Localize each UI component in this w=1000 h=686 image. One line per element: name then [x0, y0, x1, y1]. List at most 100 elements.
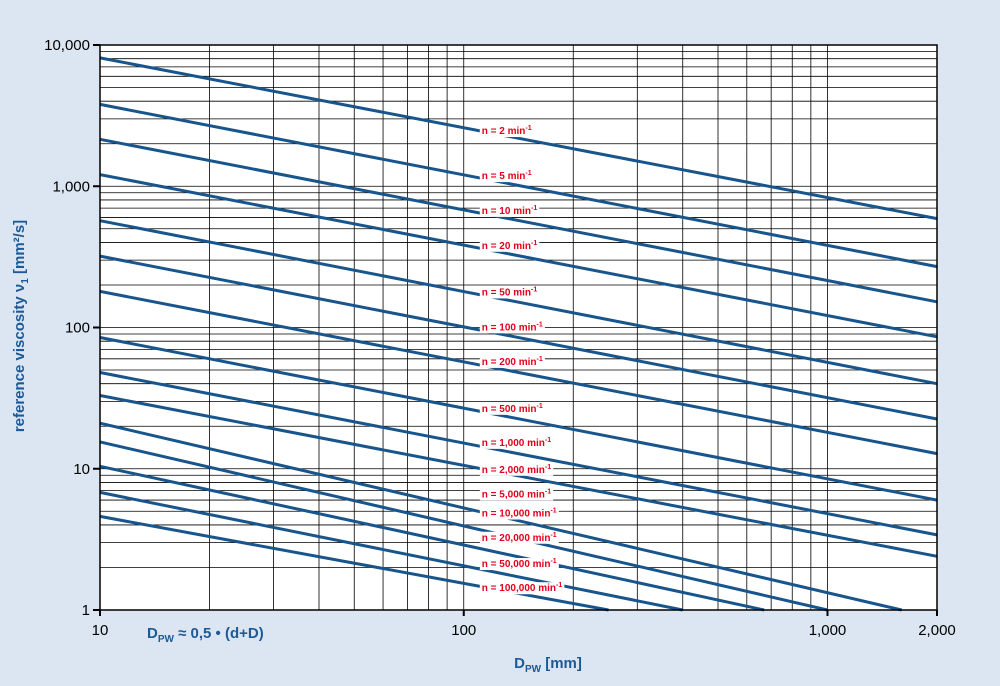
series-label: n = 100,000 min-1 [479, 582, 565, 595]
series-label-bg [479, 463, 554, 476]
series-label-name: n = 2,000 min [482, 465, 545, 476]
series-label-text: n = 10,000 min-1 [482, 508, 557, 520]
series-label-bg [479, 488, 554, 501]
series-label-name: n = 100 min [482, 322, 537, 333]
series-line [99, 440, 828, 612]
y-tick-label: 1 [82, 602, 90, 619]
series-label-text: n = 1,000 min-1 [482, 437, 551, 449]
series-label: n = 20 min-1 [479, 239, 540, 252]
series-label-text: n = 20 min-1 [482, 240, 538, 252]
series-label: n = 200 min-1 [479, 355, 545, 368]
y-tick-label: 100 [65, 320, 90, 337]
series-label-name: n = 5 min [482, 171, 526, 182]
series-label: n = 10 min-1 [479, 204, 540, 217]
series-label-bg [479, 582, 565, 595]
series-label-sup: -1 [545, 437, 551, 444]
series-label-name: n = 50 min [482, 287, 531, 298]
series-label-bg [479, 170, 534, 183]
series-label-bg [479, 507, 559, 520]
x-axis-title: DPW [mm] [514, 655, 582, 675]
x-tick-label: 10 [92, 622, 109, 639]
series-label-sup: -1 [545, 464, 551, 471]
series-line [99, 490, 683, 612]
series-label-bg [479, 436, 554, 449]
y-tick-label: 10,000 [44, 37, 90, 54]
series-label-name: n = 20,000 min [482, 533, 551, 544]
series-line [99, 137, 938, 304]
series-label-bg [479, 239, 540, 252]
series-label-text: n = 50,000 min-1 [482, 558, 557, 570]
series-label: n = 2,000 min-1 [479, 463, 554, 476]
series-label-text: n = 2,000 min-1 [482, 464, 551, 476]
annotation: DPW ≈ 0,5 • (d+D) [147, 625, 264, 645]
series-label-sup: -1 [550, 558, 556, 565]
series-label-text: n = 100 min-1 [482, 321, 543, 333]
y-axis-title: reference viscosity ν1 [mm²/s] [11, 220, 31, 432]
series-label-text: n = 10 min-1 [482, 205, 538, 217]
series-line [99, 254, 938, 421]
series-label-bg [479, 558, 559, 571]
series-label: n = 500 min-1 [479, 402, 545, 415]
series-label-sup: -1 [525, 125, 531, 132]
series-label: n = 1,000 min-1 [479, 436, 554, 449]
series-label-name: n = 1,000 min [482, 438, 545, 449]
x-tick-label: 1,000 [809, 622, 847, 639]
series-label-sup: -1 [550, 508, 556, 515]
series-label-sup: -1 [531, 240, 537, 247]
series-label-bg [479, 286, 540, 299]
series-label-bg [479, 355, 545, 368]
series-label-name: n = 10,000 min [482, 509, 551, 520]
series-label-name: n = 100,000 min [482, 583, 556, 594]
series-label: n = 2 min-1 [479, 125, 534, 138]
series-line [99, 464, 765, 612]
series-label-name: n = 20 min [482, 241, 531, 252]
series-label: n = 5 min-1 [479, 170, 534, 183]
x-tick-label: 100 [451, 622, 476, 639]
series-label-name: n = 200 min [482, 357, 537, 368]
series-label-bg [479, 321, 545, 334]
series-label-text: n = 2 min-1 [482, 125, 532, 137]
series-label-sup: -1 [525, 170, 531, 177]
series-label-bg [479, 204, 540, 217]
series-lines [99, 56, 938, 612]
series-label: n = 100 min-1 [479, 321, 545, 334]
series-line [99, 102, 938, 269]
series-label-text: n = 100,000 min-1 [482, 582, 563, 594]
series-label-text: n = 50 min-1 [482, 286, 538, 298]
series-label-sup: -1 [537, 356, 543, 363]
series-label-sup: -1 [537, 321, 543, 328]
series-label: n = 20,000 min-1 [479, 531, 559, 544]
y-axis-ticks: 1 10 100 1,000 10,000 [44, 37, 100, 619]
series-line [99, 56, 938, 221]
series-label-sup: -1 [537, 403, 543, 410]
y-tick-label: 1,000 [52, 178, 90, 195]
series-label-sup: -1 [531, 205, 537, 212]
series-label-sup: -1 [556, 582, 562, 589]
series-label-name: n = 50,000 min [482, 559, 551, 570]
series-label: n = 50,000 min-1 [479, 558, 559, 571]
series-label-sup: -1 [545, 488, 551, 495]
series-line [99, 336, 938, 502]
series-label-text: n = 20,000 min-1 [482, 532, 557, 544]
series-line [99, 514, 609, 612]
series-label: n = 5,000 min-1 [479, 488, 554, 501]
series-label-bg [479, 402, 545, 415]
series-label-bg [479, 531, 559, 544]
series-label-bg [479, 125, 534, 138]
x-tick-label: 2,000 [918, 622, 956, 639]
series-line [99, 173, 938, 339]
series-label-sup: -1 [550, 532, 556, 539]
series-label-text: n = 200 min-1 [482, 356, 543, 368]
series-label: n = 50 min-1 [479, 286, 540, 299]
series-label-name: n = 10 min [482, 206, 531, 217]
series-line [99, 219, 938, 386]
series-label-name: n = 5,000 min [482, 489, 545, 500]
series-label-text: n = 5,000 min-1 [482, 488, 551, 500]
series-label-text: n = 500 min-1 [482, 403, 543, 415]
y-tick-label: 10 [73, 461, 90, 478]
series-line [99, 289, 938, 456]
series-label-text: n = 5 min-1 [482, 170, 532, 182]
series-label: n = 10,000 min-1 [479, 507, 559, 520]
series-label-name: n = 2 min [482, 126, 526, 137]
